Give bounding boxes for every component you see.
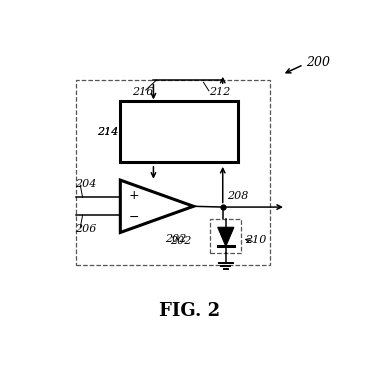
Text: 202: 202 [165,234,186,244]
Bar [77,80,270,265]
Text: 214: 214 [97,127,118,136]
Text: 210: 210 [245,235,266,245]
Text: 202: 202 [170,236,192,246]
Text: FIG. 2: FIG. 2 [159,302,220,320]
Text: 200: 200 [306,56,330,69]
Text: 204: 204 [75,178,96,189]
Text: 206: 206 [75,224,96,234]
Bar [211,218,241,253]
Text: 212: 212 [209,87,230,97]
Polygon shape [218,227,234,246]
Text: +: + [129,189,139,202]
Bar [120,101,238,163]
Polygon shape [120,180,194,232]
Text: 208: 208 [226,191,248,200]
Text: 214: 214 [97,127,118,136]
Text: −: − [129,211,139,223]
Text: 216: 216 [132,87,153,96]
